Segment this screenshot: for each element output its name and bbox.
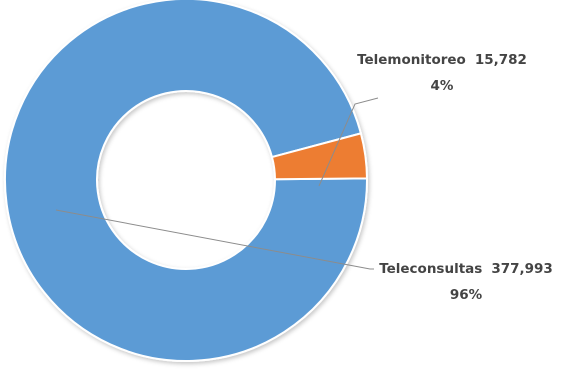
donut-slice-teleconsultas bbox=[4, 0, 368, 362]
slice-name-teleconsultas: Teleconsultas bbox=[379, 261, 482, 277]
leader-lines bbox=[55, 97, 379, 270]
leader-line-telemonitoreo bbox=[318, 97, 379, 187]
donut-slices bbox=[4, 0, 369, 362]
data-labels: Telemonitoreo 15,782 4% Teleconsultas 377,99… bbox=[357, 52, 553, 303]
data-label-teleconsultas-name-value: Teleconsultas 377,993 bbox=[379, 261, 553, 277]
slice-name-telemonitoreo: Telemonitoreo bbox=[357, 52, 466, 68]
donut-slice-telemonitoreo bbox=[270, 132, 369, 181]
data-label-telemonitoreo-percent: 4% bbox=[431, 78, 454, 94]
data-label-teleconsultas-percent: 96% bbox=[450, 287, 483, 303]
data-label-telemonitoreo-name-value: Telemonitoreo 15,782 bbox=[357, 52, 527, 68]
leader-line-teleconsultas bbox=[55, 209, 374, 270]
slice-value-teleconsultas: 377,993 bbox=[491, 261, 553, 277]
slice-value-telemonitoreo: 15,782 bbox=[475, 52, 527, 68]
